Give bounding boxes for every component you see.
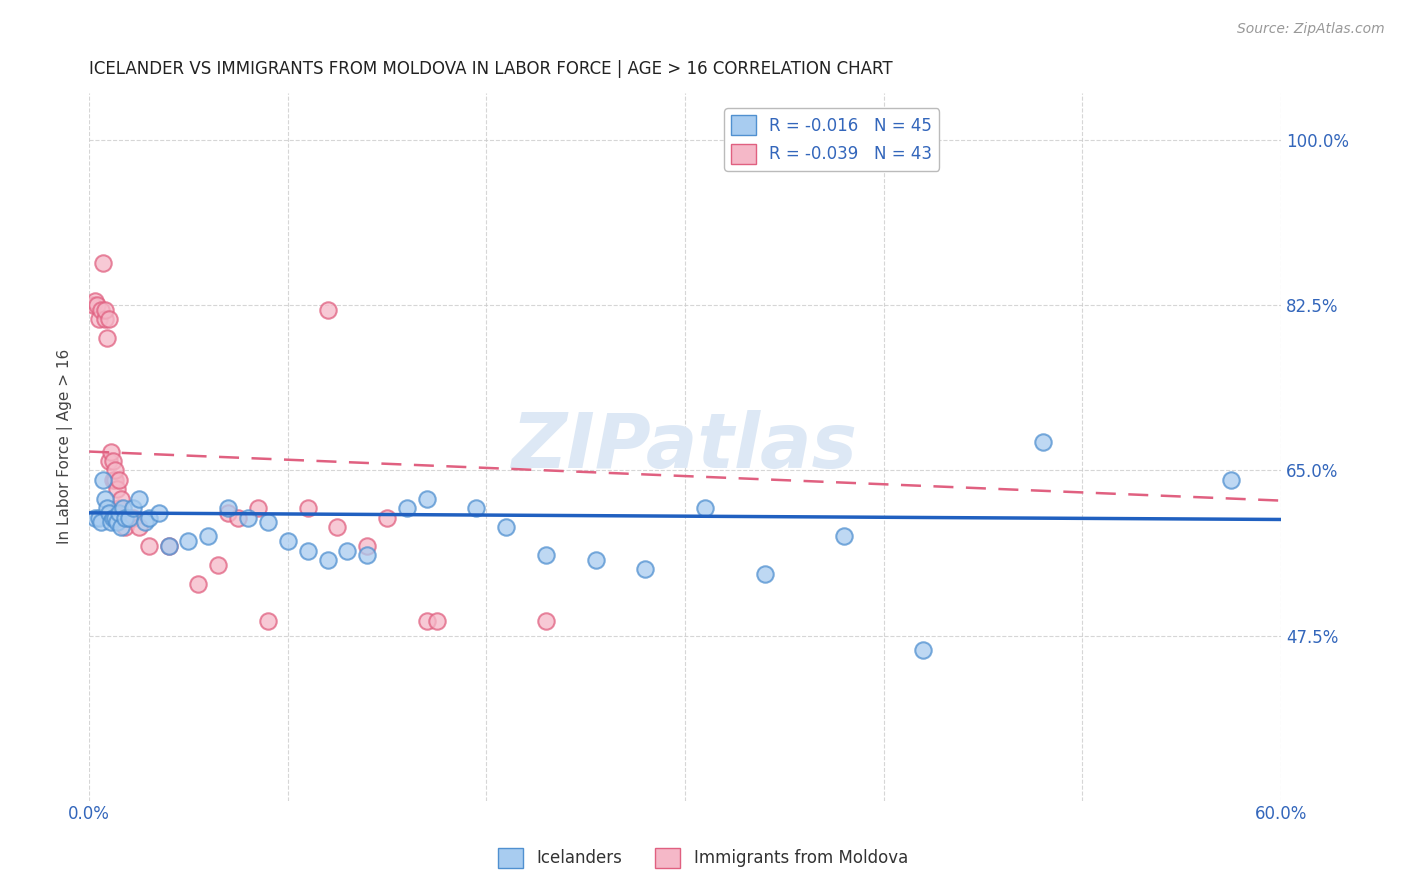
Point	[87, 312, 110, 326]
Point	[118, 510, 141, 524]
Point	[121, 501, 143, 516]
Point	[754, 567, 776, 582]
Point	[94, 303, 117, 318]
Point	[108, 506, 131, 520]
Point	[96, 501, 118, 516]
Point	[326, 520, 349, 534]
Y-axis label: In Labor Force | Age > 16: In Labor Force | Age > 16	[58, 349, 73, 544]
Point	[108, 473, 131, 487]
Point	[187, 576, 209, 591]
Point	[104, 463, 127, 477]
Point	[128, 520, 150, 534]
Point	[177, 534, 200, 549]
Point	[96, 331, 118, 345]
Point	[148, 506, 170, 520]
Point	[114, 520, 136, 534]
Point	[534, 615, 557, 629]
Point	[217, 506, 239, 520]
Point	[101, 473, 124, 487]
Point	[693, 501, 716, 516]
Point	[94, 491, 117, 506]
Point	[121, 510, 143, 524]
Point	[226, 510, 249, 524]
Point	[316, 303, 339, 318]
Point	[912, 642, 935, 657]
Point	[134, 516, 156, 530]
Point	[197, 529, 219, 543]
Point	[416, 491, 439, 506]
Point	[465, 501, 488, 516]
Point	[101, 454, 124, 468]
Point	[426, 615, 449, 629]
Point	[84, 510, 107, 524]
Point	[91, 473, 114, 487]
Point	[585, 553, 607, 567]
Point	[100, 516, 122, 530]
Point	[94, 312, 117, 326]
Point	[98, 506, 121, 520]
Point	[86, 298, 108, 312]
Point	[114, 510, 136, 524]
Point	[90, 516, 112, 530]
Point	[236, 510, 259, 524]
Point	[416, 615, 439, 629]
Point	[101, 510, 124, 524]
Point	[108, 501, 131, 516]
Point	[395, 501, 418, 516]
Point	[207, 558, 229, 572]
Point	[100, 444, 122, 458]
Point	[82, 298, 104, 312]
Point	[297, 543, 319, 558]
Point	[534, 549, 557, 563]
Point	[246, 501, 269, 516]
Point	[104, 510, 127, 524]
Point	[138, 510, 160, 524]
Point	[157, 539, 180, 553]
Point	[138, 539, 160, 553]
Point	[257, 516, 280, 530]
Point	[316, 553, 339, 567]
Point	[217, 501, 239, 516]
Legend: Icelanders, Immigrants from Moldova: Icelanders, Immigrants from Moldova	[491, 841, 915, 875]
Text: ICELANDER VS IMMIGRANTS FROM MOLDOVA IN LABOR FORCE | AGE > 16 CORRELATION CHART: ICELANDER VS IMMIGRANTS FROM MOLDOVA IN …	[89, 60, 893, 78]
Point	[111, 510, 134, 524]
Point	[105, 483, 128, 497]
Point	[1032, 435, 1054, 450]
Point	[90, 303, 112, 318]
Point	[128, 491, 150, 506]
Point	[91, 256, 114, 270]
Point	[832, 529, 855, 543]
Point	[277, 534, 299, 549]
Point	[257, 615, 280, 629]
Point	[114, 510, 136, 524]
Point	[110, 520, 132, 534]
Point	[84, 293, 107, 308]
Point	[111, 501, 134, 516]
Point	[634, 562, 657, 576]
Point	[87, 510, 110, 524]
Point	[105, 516, 128, 530]
Point	[495, 520, 517, 534]
Point	[98, 312, 121, 326]
Point	[110, 510, 132, 524]
Text: Source: ZipAtlas.com: Source: ZipAtlas.com	[1237, 22, 1385, 37]
Point	[375, 510, 398, 524]
Point	[356, 539, 378, 553]
Point	[336, 543, 359, 558]
Point	[110, 491, 132, 506]
Text: ZIPatlas: ZIPatlas	[512, 409, 858, 483]
Point	[98, 454, 121, 468]
Point	[157, 539, 180, 553]
Point	[356, 549, 378, 563]
Point	[104, 473, 127, 487]
Point	[118, 510, 141, 524]
Point	[297, 501, 319, 516]
Point	[1220, 473, 1243, 487]
Legend: R = -0.016   N = 45, R = -0.039   N = 43: R = -0.016 N = 45, R = -0.039 N = 43	[724, 109, 939, 170]
